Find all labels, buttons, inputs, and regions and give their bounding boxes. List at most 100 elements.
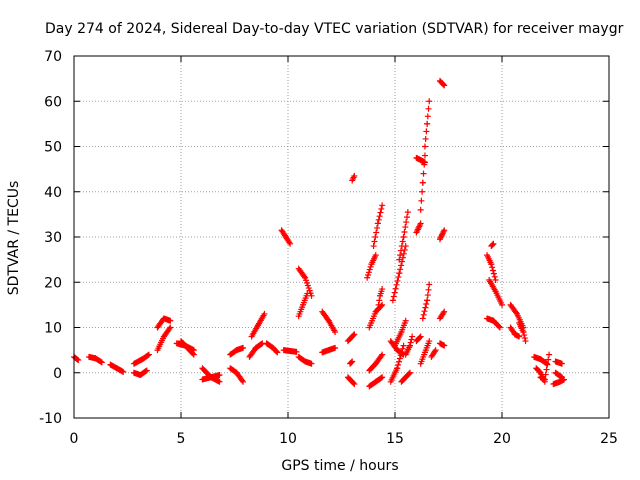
data-track (421, 98, 433, 150)
data-point (416, 334, 423, 341)
data-point (422, 135, 429, 142)
data-point (397, 247, 404, 254)
data-point (402, 317, 409, 324)
y-tick-label: 20 (44, 275, 62, 291)
data-point (424, 113, 431, 120)
data-track (417, 338, 433, 367)
data-point (286, 239, 293, 246)
data-point (420, 170, 427, 177)
data-point (364, 274, 371, 281)
data-point (216, 378, 223, 385)
data-point (499, 301, 505, 308)
data-track (227, 365, 247, 385)
data-track (428, 347, 439, 360)
data-point (441, 342, 448, 349)
data-track (347, 358, 356, 367)
data-point (332, 344, 339, 351)
data-point (406, 369, 413, 376)
data-point (489, 241, 496, 248)
data-point (440, 81, 447, 88)
data-point (406, 370, 413, 377)
data-point (490, 267, 497, 274)
data-track (130, 351, 152, 367)
data-point (424, 297, 431, 304)
data-point (167, 324, 174, 331)
data-point (399, 238, 406, 245)
data-track (278, 227, 294, 247)
data-track (71, 353, 82, 364)
x-tick-label: 25 (600, 431, 618, 447)
data-point (400, 234, 407, 240)
data-point (425, 286, 432, 293)
data-track (295, 353, 315, 367)
data-point (379, 351, 386, 358)
data-point (396, 256, 403, 263)
data-point (521, 332, 528, 339)
data-track (488, 240, 497, 250)
data-point (378, 374, 385, 381)
data-point (424, 120, 431, 127)
data-point (404, 209, 411, 216)
data-point (419, 315, 426, 322)
data-point (403, 219, 410, 226)
data-point (378, 352, 385, 359)
data-track (366, 301, 386, 331)
data-point (378, 302, 385, 309)
data-point (441, 227, 448, 234)
data-point (374, 220, 381, 227)
data-point (544, 361, 551, 368)
data-point (74, 356, 81, 363)
data-track (178, 338, 197, 358)
data-point (308, 292, 315, 299)
data-point (394, 365, 401, 372)
data-point (145, 351, 152, 358)
data-point (389, 297, 396, 304)
data-point (374, 224, 381, 231)
data-point (240, 344, 247, 351)
data-track (344, 331, 358, 345)
data-point (376, 213, 383, 220)
x-tick-label: 10 (279, 431, 297, 447)
data-track (392, 317, 409, 349)
data-point (490, 240, 497, 247)
data-point (144, 352, 151, 359)
data-point (240, 378, 247, 385)
y-tick-label: 40 (44, 185, 62, 201)
data-point (261, 310, 268, 317)
data-track (280, 347, 300, 355)
y-tick-label: 0 (53, 366, 62, 382)
data-track (436, 340, 448, 349)
data-point (546, 351, 553, 358)
data-point (189, 350, 196, 357)
x-tick-label: 5 (177, 431, 186, 447)
data-point (308, 360, 315, 367)
data-point (372, 234, 379, 240)
data-track (436, 77, 448, 89)
data-point (417, 333, 424, 340)
data-point (491, 273, 498, 280)
data-points (71, 77, 568, 390)
data-track (248, 310, 268, 340)
data-point (490, 270, 497, 277)
data-point (419, 179, 426, 186)
data-point (421, 161, 428, 168)
y-tick-label: -10 (39, 411, 62, 427)
data-track (295, 290, 311, 320)
data-point (426, 338, 433, 345)
data-point (398, 243, 405, 250)
data-point (293, 348, 300, 355)
data-point (407, 339, 414, 346)
data-point (440, 310, 447, 317)
data-point (366, 266, 373, 273)
data-point (142, 368, 149, 375)
data-point (403, 214, 410, 221)
data-point (379, 374, 386, 381)
data-point (348, 359, 355, 366)
data-track (344, 374, 358, 388)
data-point (561, 376, 568, 383)
data-point (419, 188, 426, 195)
data-point (423, 128, 430, 135)
data-track (199, 372, 223, 383)
x-axis-label: GPS time / hours (281, 458, 398, 474)
data-point (400, 250, 407, 257)
